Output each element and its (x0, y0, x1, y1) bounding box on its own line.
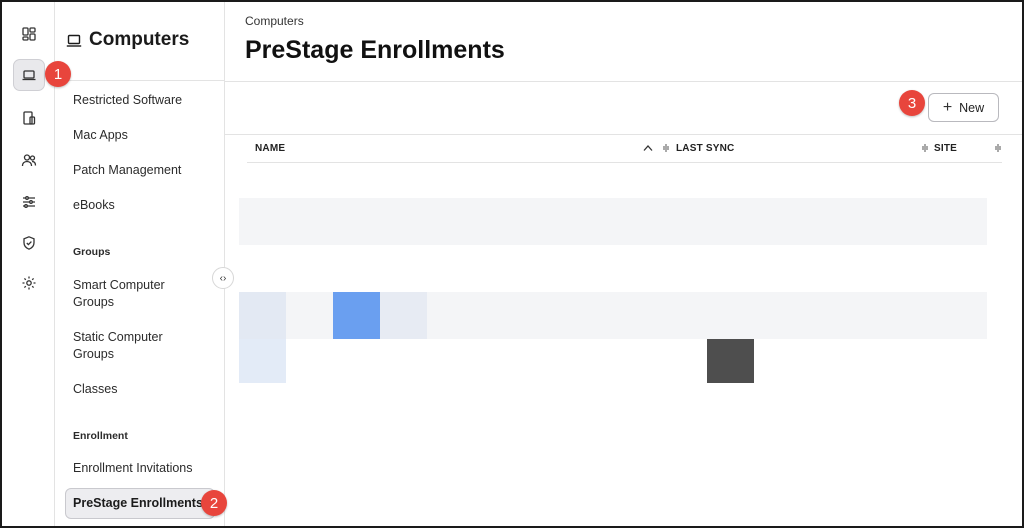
nav-item-static-computer-groups[interactable]: Static Computer Groups (73, 330, 163, 361)
column-resize-icon[interactable] (995, 143, 1001, 153)
column-header-site[interactable]: SITE (934, 143, 958, 154)
nav-item-smart-computer-groups[interactable]: Smart Computer Groups (73, 278, 165, 309)
devices-icon[interactable] (13, 102, 45, 134)
nav-item-classes[interactable]: Classes (73, 382, 118, 396)
nav-item-ebooks[interactable]: eBooks (73, 198, 115, 212)
new-button-label: New (959, 100, 985, 115)
icon-rail (2, 2, 55, 526)
callout-badge-1: 1 (45, 61, 71, 87)
nav-item-restricted-software[interactable]: Restricted Software (73, 93, 183, 107)
settings-sliders-icon[interactable] (13, 186, 45, 218)
page-title: PreStage Enrollments (245, 36, 505, 64)
collapse-sidebar-button[interactable]: ‹› (212, 267, 234, 289)
nav-item-mac-apps[interactable]: Mac Apps (73, 128, 128, 142)
users-icon[interactable] (13, 144, 45, 176)
column-header-name[interactable]: NAME (255, 143, 286, 154)
breadcrumb[interactable]: Computers (245, 14, 304, 28)
callout-badge-3: 3 (899, 90, 925, 116)
computers-icon[interactable] (13, 59, 45, 91)
enrollment-heading: Enrollment (73, 430, 128, 442)
header-divider (225, 81, 1022, 82)
sub-navigation: Computers Restricted Software Mac Apps P… (55, 2, 225, 526)
dashboard-icon[interactable] (13, 18, 45, 50)
column-resize-icon[interactable] (663, 143, 669, 153)
callout-badge-2: 2 (201, 490, 227, 516)
table-header-divider (247, 162, 1002, 163)
toolbar-divider (225, 134, 1022, 135)
gear-icon[interactable] (13, 267, 45, 299)
shield-icon[interactable] (13, 227, 45, 259)
placeholder-cell (707, 339, 754, 383)
placeholder-cell (239, 339, 286, 383)
nav-item-prestage-enrollments[interactable]: PreStage Enrollments (65, 488, 215, 519)
subnav-title: Computers (89, 29, 190, 50)
placeholder-cell (239, 292, 286, 339)
groups-heading: Groups (73, 246, 111, 258)
nav-item-patch-management[interactable]: Patch Management (73, 163, 182, 177)
subnav-header: Computers (55, 2, 225, 81)
nav-item-enrollment-invitations[interactable]: Enrollment Invitations (73, 461, 193, 475)
placeholder-cell (380, 292, 427, 339)
column-header-last-sync[interactable]: LAST SYNC (676, 143, 735, 154)
placeholder-cell (333, 292, 380, 339)
sort-ascending-icon[interactable] (643, 144, 653, 152)
laptop-icon (66, 34, 82, 47)
column-resize-icon[interactable] (922, 143, 928, 153)
table-row[interactable] (239, 198, 987, 245)
new-button[interactable]: + New (928, 93, 999, 122)
plus-icon: + (942, 98, 953, 116)
main-content: Computers PreStage Enrollments + New NAM… (225, 2, 1022, 526)
